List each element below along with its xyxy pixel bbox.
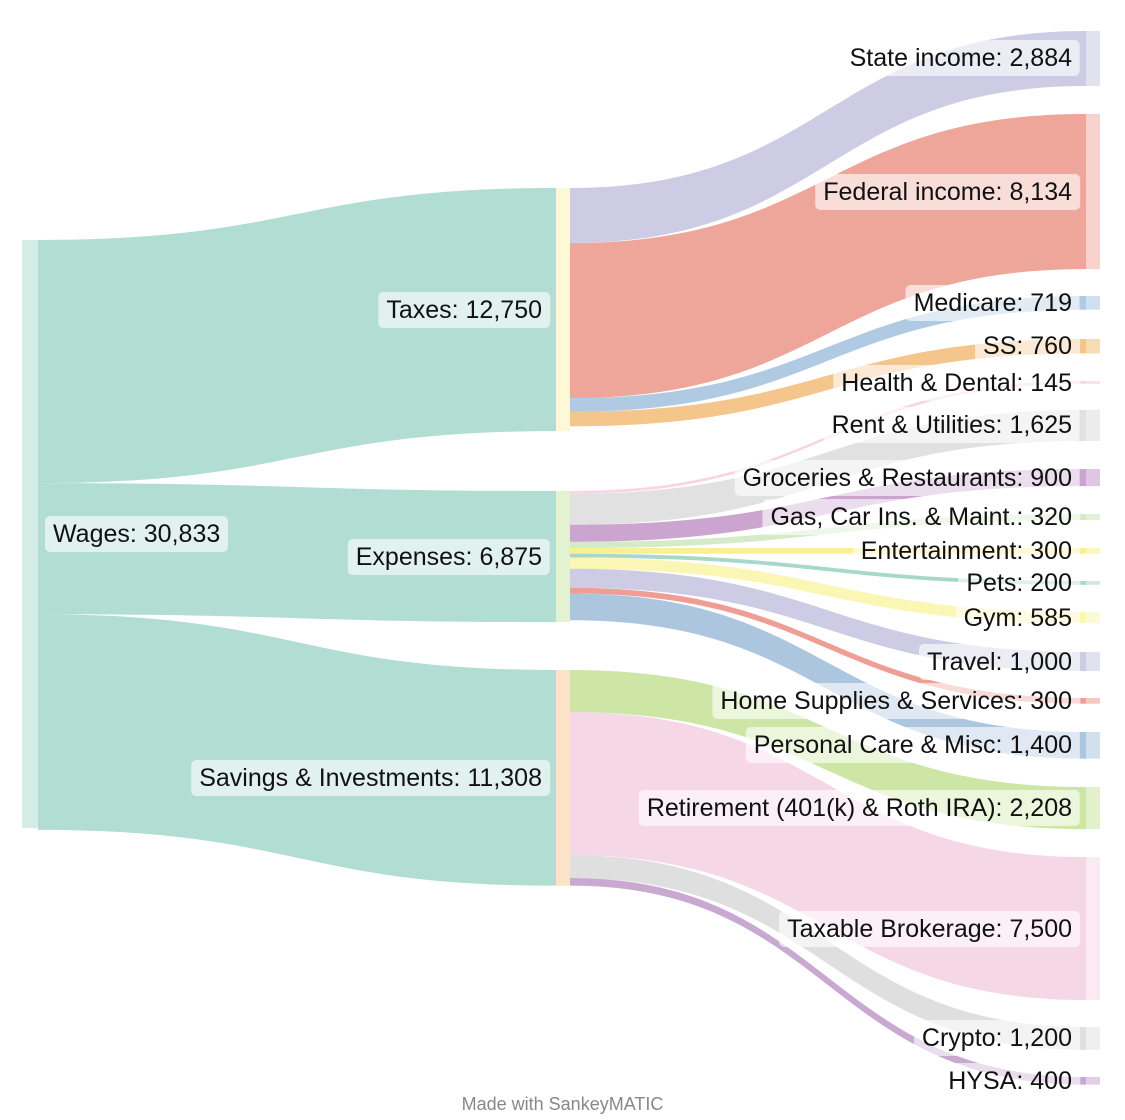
- node-name: Entertainment: [860, 536, 1017, 565]
- node-label-taxable-brokerage: Taxable Brokerage: 7,500: [779, 910, 1080, 947]
- node-value: : 145: [1016, 368, 1072, 397]
- node-value: : 8,134: [995, 177, 1072, 206]
- node-hysa[interactable]: [1086, 1077, 1100, 1085]
- node-name: Health & Dental: [841, 368, 1017, 397]
- node-medicare[interactable]: [1086, 296, 1100, 310]
- node-label-wages: Wages: 30,833: [45, 516, 229, 552]
- node-label-crypto: Crypto: 1,200: [913, 1020, 1080, 1057]
- node-value: : 7,500: [995, 914, 1072, 943]
- node-name: Rent & Utilities: [831, 411, 996, 440]
- node-value: : 585: [1016, 603, 1072, 632]
- node-health-dental[interactable]: [1086, 381, 1100, 384]
- node-label-travel: Travel: 1,000: [919, 643, 1080, 680]
- node-value: : 1,400: [995, 731, 1072, 760]
- node-name: Groceries & Restaurants: [742, 463, 1017, 492]
- node-federal-income[interactable]: [1086, 114, 1100, 270]
- node-label-gas-car-ins-maint: Gas, Car Ins. & Maint.: 320: [762, 499, 1080, 536]
- node-name: State income: [849, 44, 996, 73]
- flow-taxes-to-ss[interactable]: [570, 339, 1086, 427]
- node-taxes[interactable]: [556, 188, 570, 432]
- node-home-supplies-services[interactable]: [1086, 698, 1100, 704]
- node-name: Retirement (401(k) & Roth IRA): [646, 794, 996, 823]
- node-name: Home Supplies & Services: [720, 686, 1017, 715]
- node-value: : 2,208: [995, 794, 1072, 823]
- node-value: : 1,000: [995, 647, 1072, 676]
- node-value: : 900: [1016, 463, 1072, 492]
- node-label-federal-income: Federal income: 8,134: [815, 173, 1080, 210]
- node-label-medicare: Medicare: 719: [905, 284, 1080, 321]
- node-value: : 200: [1016, 568, 1072, 597]
- node-value: : 400: [1016, 1066, 1072, 1095]
- node-name: Pets: [966, 568, 1017, 597]
- node-value: : 1,625: [995, 411, 1072, 440]
- node-value: : 11,308: [453, 763, 542, 792]
- node-label-ss: SS: 760: [975, 328, 1080, 365]
- node-ss[interactable]: [1086, 339, 1100, 354]
- node-gym[interactable]: [1086, 612, 1100, 624]
- node-name: Expenses: [355, 542, 466, 571]
- node-value: : 719: [1016, 288, 1072, 317]
- node-label-groceries-restaurants: Groceries & Restaurants: 900: [734, 459, 1080, 496]
- node-groceries-restaurants[interactable]: [1086, 469, 1100, 487]
- node-name: SS: [983, 332, 1017, 361]
- node-value: : 300: [1016, 686, 1072, 715]
- node-label-home-supplies-services: Home Supplies & Services: 300: [712, 682, 1080, 719]
- node-label-rent-utilities: Rent & Utilities: 1,625: [823, 407, 1080, 444]
- footer-credit: Made with SankeyMATIC: [461, 1094, 664, 1114]
- flow-taxes-to-state-income[interactable]: [570, 31, 1086, 243]
- flow-savings-investments-to-crypto[interactable]: [570, 855, 1086, 1050]
- node-name: Wages: [53, 520, 130, 548]
- node-name: Travel: [927, 647, 996, 676]
- node-travel[interactable]: [1086, 652, 1100, 672]
- node-name: Taxes: [386, 295, 452, 324]
- node-entertainment[interactable]: [1086, 548, 1100, 554]
- nodes: [22, 31, 1100, 1085]
- node-label-savings-investments: Savings & Investments: 11,308: [191, 759, 550, 796]
- node-label-hysa: HYSA: 400: [940, 1062, 1080, 1099]
- flow-expenses-to-home-supplies-services[interactable]: [570, 587, 1086, 704]
- node-name: Gas, Car Ins. & Maint.: [770, 503, 1017, 532]
- node-pets[interactable]: [1086, 581, 1100, 585]
- node-wages[interactable]: [22, 240, 38, 828]
- node-name: Personal Care & Misc: [753, 731, 996, 760]
- node-label-taxes: Taxes: 12,750: [378, 291, 550, 328]
- node-expenses[interactable]: [556, 491, 570, 623]
- node-value: : 12,750: [451, 295, 542, 324]
- node-crypto[interactable]: [1086, 1027, 1100, 1050]
- node-name: Savings & Investments: [199, 763, 454, 792]
- flow-taxes-to-medicare[interactable]: [570, 296, 1086, 412]
- node-gas-car-ins-maint[interactable]: [1086, 514, 1100, 521]
- node-label-expenses: Expenses: 6,875: [347, 538, 550, 575]
- flow-wages-to-savings-investments[interactable]: [38, 614, 556, 886]
- node-label-health-dental: Health & Dental: 145: [833, 364, 1080, 401]
- node-value: : 6,875: [465, 542, 542, 571]
- node-label-pets: Pets: 200: [958, 564, 1080, 601]
- flow-savings-investments-to-hysa[interactable]: [570, 878, 1086, 1085]
- node-label-gym: Gym: 585: [955, 599, 1080, 636]
- node-name: Taxable Brokerage: [787, 914, 996, 943]
- node-value: : 2,884: [995, 44, 1072, 73]
- node-name: Gym: [963, 603, 1017, 632]
- node-label-state-income: State income: 2,884: [841, 40, 1080, 77]
- node-value: : 300: [1016, 536, 1072, 565]
- node-name: Crypto: [921, 1024, 996, 1053]
- node-name: Medicare: [913, 288, 1017, 317]
- node-value: : 320: [1016, 503, 1072, 532]
- flow-expenses-to-pets[interactable]: [570, 553, 1086, 585]
- node-label-entertainment: Entertainment: 300: [852, 532, 1080, 569]
- node-label-retirement-401-k-roth-ira: Retirement (401(k) & Roth IRA): 2,208: [638, 790, 1080, 827]
- node-name: Federal income: [823, 177, 996, 206]
- node-value: : 1,200: [995, 1024, 1072, 1053]
- node-value: : 30,833: [129, 520, 221, 548]
- node-personal-care-misc[interactable]: [1086, 732, 1100, 759]
- flow-wages-to-taxes[interactable]: [38, 188, 556, 484]
- node-savings-investments[interactable]: [556, 670, 570, 886]
- node-value: : 760: [1016, 332, 1072, 361]
- node-rent-utilities[interactable]: [1086, 410, 1100, 441]
- node-label-personal-care-misc: Personal Care & Misc: 1,400: [745, 727, 1080, 764]
- node-name: HYSA: [948, 1066, 1017, 1095]
- node-state-income[interactable]: [1086, 31, 1100, 86]
- node-taxable-brokerage[interactable]: [1086, 857, 1100, 1001]
- node-retirement-401-k-roth-ira[interactable]: [1086, 787, 1100, 830]
